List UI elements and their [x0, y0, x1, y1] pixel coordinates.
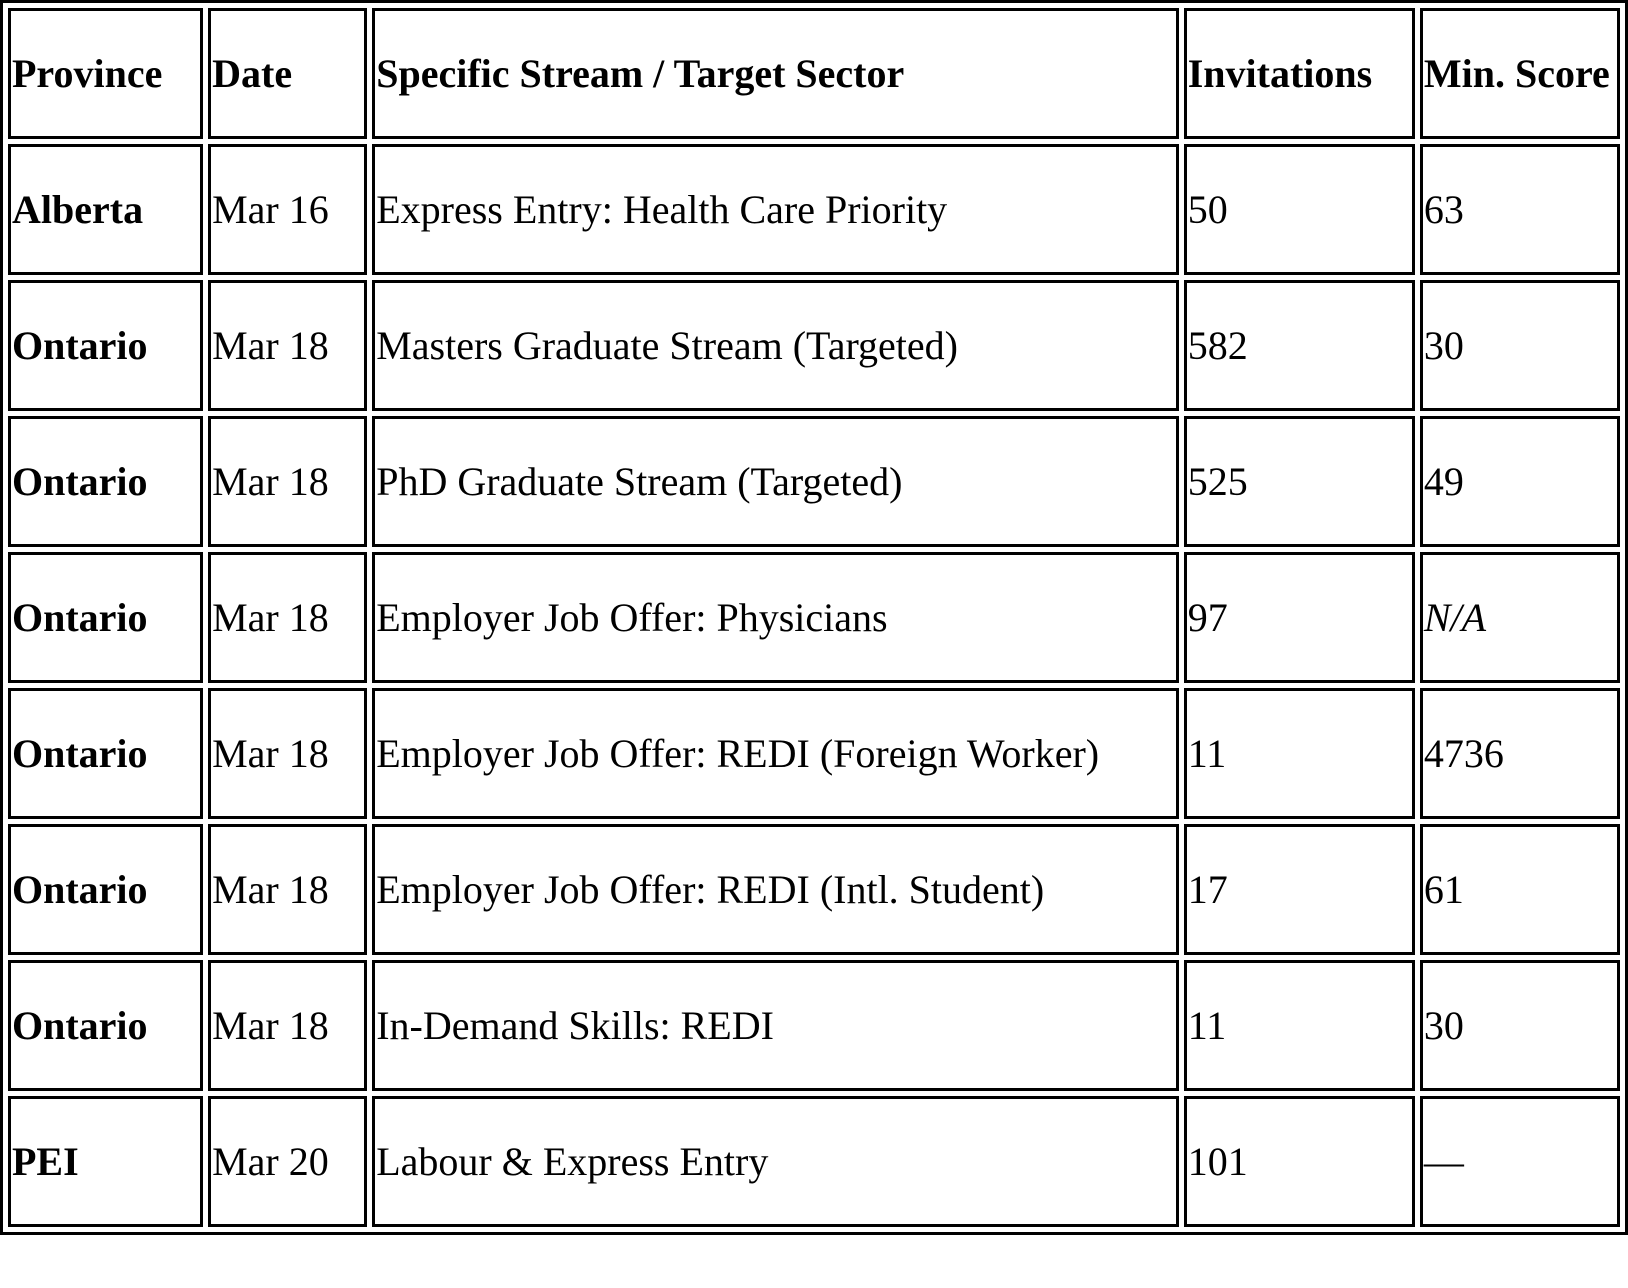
cell-min-score: N/A [1419, 552, 1620, 683]
table-row: Ontario Mar 18 Employer Job Offer: Physici… [8, 552, 1620, 683]
cell-date: Mar 20 [208, 1096, 368, 1227]
cell-province: Ontario [8, 688, 204, 819]
cell-province: Ontario [8, 824, 204, 955]
cell-province: Alberta [8, 144, 204, 275]
cell-stream: In-Demand Skills: REDI [372, 960, 1179, 1091]
cell-invitations: 525 [1183, 416, 1415, 547]
cell-province: PEI [8, 1096, 204, 1227]
cell-min-score: 4736 [1419, 688, 1620, 819]
cell-invitations: 582 [1183, 280, 1415, 411]
cell-invitations: 11 [1183, 688, 1415, 819]
cell-invitations: 50 [1183, 144, 1415, 275]
header-min-score: Min. Score [1419, 8, 1620, 139]
cell-date: Mar 18 [208, 960, 368, 1091]
cell-min-score: 49 [1419, 416, 1620, 547]
cell-province: Ontario [8, 552, 204, 683]
cell-date: Mar 18 [208, 824, 368, 955]
cell-province: Ontario [8, 280, 204, 411]
cell-stream: Labour & Express Entry [372, 1096, 1179, 1227]
cell-province: Ontario [8, 416, 204, 547]
table-row: Ontario Mar 18 PhD Graduate Stream (Target… [8, 416, 1620, 547]
cell-date: Mar 18 [208, 552, 368, 683]
cell-invitations: 97 [1183, 552, 1415, 683]
table-row: Ontario Mar 18 Employer Job Offer: REDI (F… [8, 688, 1620, 819]
table-row: PEI Mar 20 Labour & Express Entry 101— [8, 1096, 1620, 1227]
cell-stream: Express Entry: Health Care Priority [372, 144, 1179, 275]
cell-date: Mar 18 [208, 280, 368, 411]
cell-date: Mar 16 [208, 144, 368, 275]
cell-stream: Employer Job Offer: REDI (Intl. Student) [372, 824, 1179, 955]
table-row: Ontario Mar 18 Employer Job Offer: REDI (I… [8, 824, 1620, 955]
table-row: Ontario Mar 18 In-Demand Skills: REDI 11 30 [8, 960, 1620, 1091]
cell-stream: Employer Job Offer: Physicians [372, 552, 1179, 683]
cell-min-score: — [1419, 1096, 1620, 1227]
header-date: Date [208, 8, 368, 139]
table-row: Alberta Mar 16 Express Entry: Health Care … [8, 144, 1620, 275]
header-row: Province Date Specific Stream / Target S… [8, 8, 1620, 139]
cell-province: Ontario [8, 960, 204, 1091]
table-row: Ontario Mar 18 Masters Graduate Stream (Ta… [8, 280, 1620, 411]
cell-stream: Masters Graduate Stream (Targeted) [372, 280, 1179, 411]
header-province: Province [8, 8, 204, 139]
cell-date: Mar 18 [208, 688, 368, 819]
cell-invitations: 101 [1183, 1096, 1415, 1227]
cell-date: Mar 18 [208, 416, 368, 547]
header-invitations: Invitations [1183, 8, 1415, 139]
cell-min-score: 63 [1419, 144, 1620, 275]
cell-min-score: 30 [1419, 280, 1620, 411]
header-stream: Specific Stream / Target Sector [372, 8, 1179, 139]
draws-table: Province Date Specific Stream / Target S… [0, 0, 1628, 1235]
cell-stream: PhD Graduate Stream (Targeted) [372, 416, 1179, 547]
cell-min-score: 61 [1419, 824, 1620, 955]
cell-invitations: 17 [1183, 824, 1415, 955]
cell-invitations: 11 [1183, 960, 1415, 1091]
cell-min-score: 30 [1419, 960, 1620, 1091]
cell-stream: Employer Job Offer: REDI (Foreign Worker… [372, 688, 1179, 819]
